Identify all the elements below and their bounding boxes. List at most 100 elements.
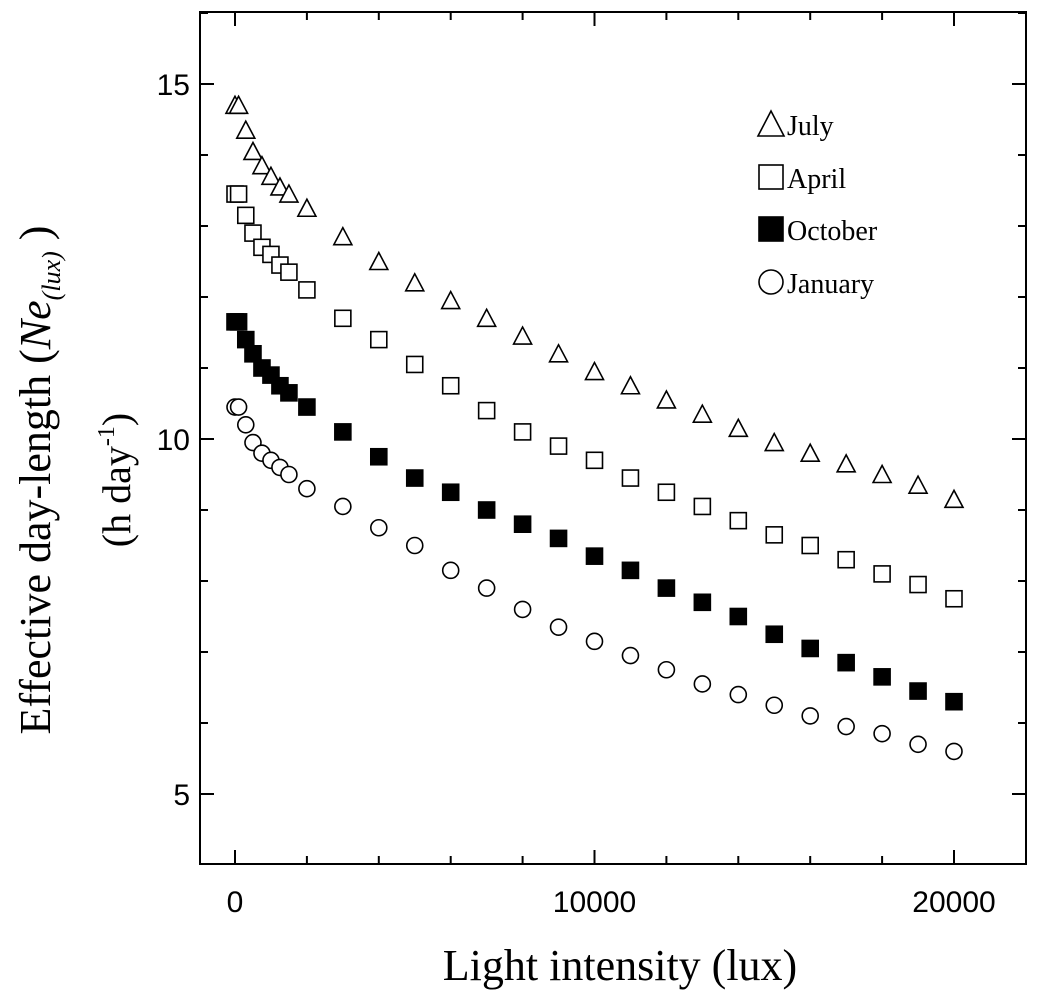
data-point [334, 423, 352, 441]
data-point [585, 451, 604, 470]
legend: July April October January [756, 109, 878, 300]
series-july [224, 94, 965, 509]
data-point [765, 696, 784, 715]
data-point [909, 682, 927, 700]
data-point [943, 488, 965, 509]
data-point [369, 518, 388, 537]
y-axis-units: (h day-1) [94, 413, 139, 547]
data-point [692, 403, 713, 423]
data-point [549, 618, 568, 636]
data-point [585, 632, 604, 651]
data-point [477, 401, 496, 420]
data-point [871, 463, 893, 484]
axis-ticks [200, 12, 1026, 864]
data-point [278, 183, 300, 203]
data-point [280, 465, 298, 484]
data-point [229, 185, 248, 203]
data-point [229, 398, 248, 416]
data-point [763, 431, 785, 452]
y-axis-units-open: (h day [94, 446, 139, 547]
data-point [945, 589, 963, 608]
y-axis-label-subscript: (lux) [37, 251, 66, 300]
data-point [334, 309, 352, 328]
data-point [369, 330, 388, 349]
data-point [405, 355, 424, 374]
data-point [873, 668, 891, 686]
data-point [513, 423, 532, 441]
data-point [513, 515, 532, 534]
legend-label: January [787, 269, 874, 300]
data-point [909, 735, 927, 754]
data-point [621, 561, 640, 580]
data-point [269, 176, 291, 196]
data-point [298, 398, 316, 416]
data-point [441, 561, 460, 580]
data-point [548, 343, 569, 363]
data-point [236, 206, 255, 225]
data-point [298, 281, 316, 299]
legend-marker [758, 216, 784, 242]
data-point [477, 501, 496, 519]
data-point [549, 437, 568, 455]
x-axis-label: Light intensity (lux) [443, 941, 797, 990]
data-point [657, 579, 676, 597]
data-point [476, 307, 497, 328]
data-point [549, 529, 568, 548]
x-tick-label: 20000 [912, 886, 995, 919]
legend-label: April [787, 164, 846, 195]
data-point [801, 707, 820, 725]
legend-label: July [787, 111, 834, 142]
data-point [620, 375, 641, 395]
y-axis-label-main: Effective day-length ( [11, 349, 60, 734]
data-point [765, 625, 784, 644]
data-point [513, 600, 532, 619]
legend-marker [756, 109, 786, 137]
plot-frame [199, 11, 1027, 865]
legend-item-january: January [758, 269, 874, 300]
data-point [584, 360, 605, 381]
data-point [260, 165, 282, 186]
data-point [332, 225, 354, 246]
y-axis-units-exponent: -1 [94, 426, 120, 446]
data-point [801, 639, 820, 658]
data-point [765, 526, 784, 544]
data-point [236, 415, 255, 434]
legend-item-october: October [758, 216, 878, 247]
data-markers [224, 94, 965, 761]
legend-label: October [787, 216, 878, 247]
data-point [441, 376, 460, 395]
data-point [229, 313, 248, 331]
data-point [873, 724, 891, 743]
data-point [693, 497, 712, 516]
data-point [334, 497, 352, 516]
data-point [280, 384, 298, 402]
y-tick-label: 15 [157, 69, 190, 102]
y-tick-label: 10 [157, 424, 190, 457]
y-axis-units-close: ) [94, 413, 139, 426]
data-point [801, 536, 820, 555]
data-point [729, 685, 748, 704]
data-point [945, 692, 963, 711]
data-point [657, 660, 676, 679]
data-point [693, 593, 712, 612]
y-axis-label-close: ) [11, 226, 60, 252]
data-point [729, 607, 748, 626]
data-point [440, 289, 462, 310]
data-point [405, 469, 424, 487]
data-point [296, 197, 318, 218]
data-point [512, 325, 533, 345]
data-point [799, 442, 821, 463]
data-point [837, 550, 855, 569]
y-axis-label: Effective day-length (Ne(lux) ) [11, 226, 66, 735]
data-point [477, 579, 496, 597]
data-point [657, 483, 676, 502]
data-point [235, 119, 257, 139]
data-point [242, 140, 264, 161]
data-point [298, 479, 316, 498]
data-point [727, 417, 749, 438]
legend-marker [758, 269, 784, 295]
data-point [244, 224, 262, 242]
data-point [656, 389, 677, 409]
y-axis-label-symbol: Ne [11, 300, 60, 350]
